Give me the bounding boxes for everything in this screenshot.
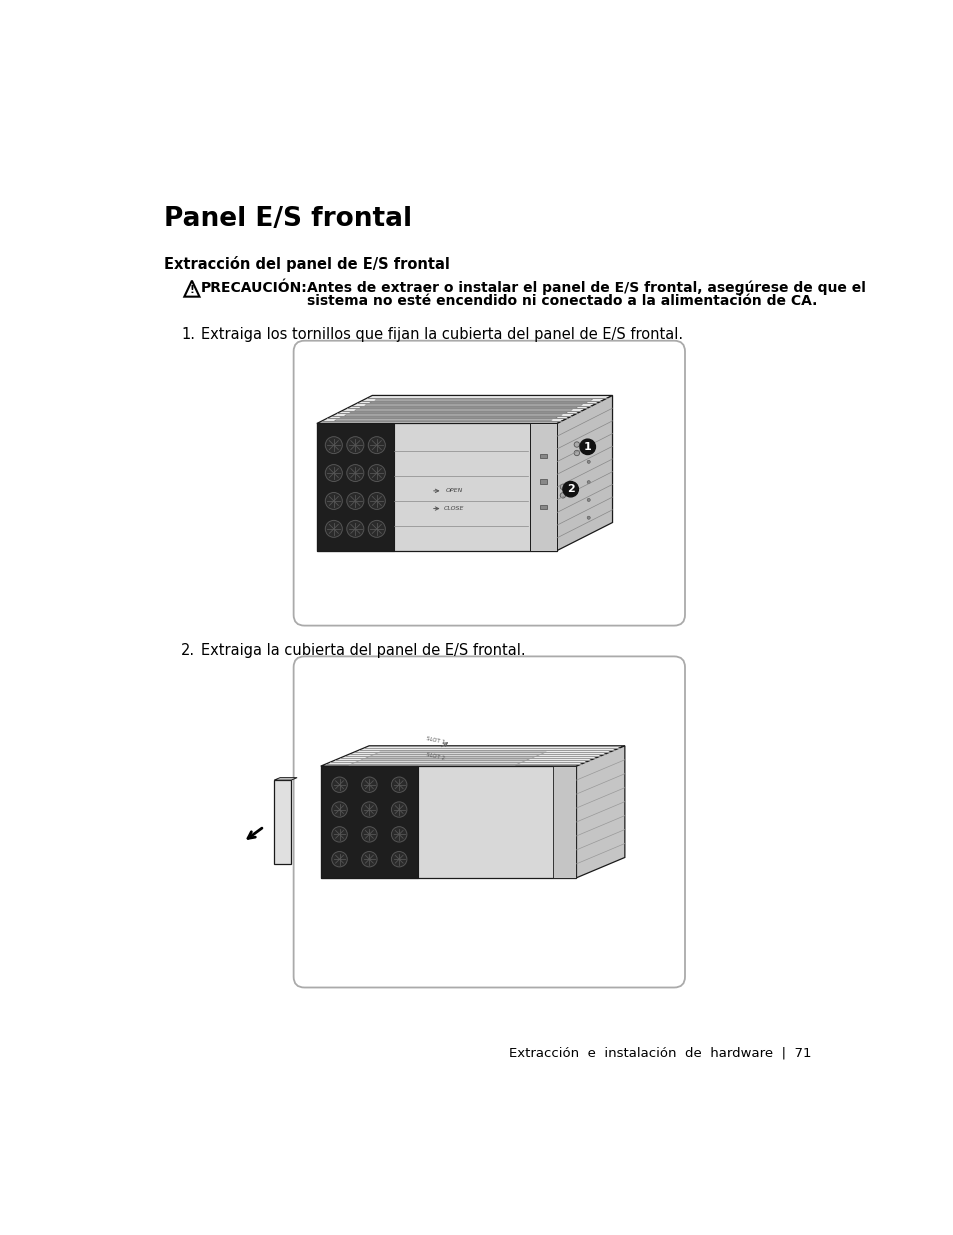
Polygon shape — [365, 752, 546, 758]
Circle shape — [574, 442, 579, 447]
Circle shape — [325, 464, 342, 482]
Circle shape — [559, 484, 565, 489]
Circle shape — [368, 437, 385, 453]
Text: Antes de extraer o instalar el panel de E/S frontal, asegúrese de que el: Antes de extraer o instalar el panel de … — [307, 280, 864, 295]
Bar — [539, 479, 547, 484]
Polygon shape — [349, 760, 529, 766]
Circle shape — [347, 493, 363, 509]
Text: Panel E/S frontal: Panel E/S frontal — [164, 206, 412, 232]
Polygon shape — [557, 395, 612, 551]
Circle shape — [391, 777, 407, 793]
Text: SLOT 2: SLOT 2 — [425, 752, 445, 761]
Circle shape — [559, 493, 565, 498]
Circle shape — [332, 777, 347, 793]
Polygon shape — [274, 778, 296, 781]
Circle shape — [347, 437, 363, 453]
Text: 1.: 1. — [181, 327, 195, 342]
Text: Extracción del panel de E/S frontal: Extracción del panel de E/S frontal — [164, 256, 450, 272]
Text: 1: 1 — [583, 442, 591, 452]
Circle shape — [586, 442, 590, 446]
Circle shape — [562, 482, 578, 496]
Circle shape — [347, 520, 363, 537]
Circle shape — [361, 851, 376, 867]
Polygon shape — [530, 424, 557, 551]
Circle shape — [586, 516, 590, 519]
Circle shape — [586, 499, 590, 501]
Text: !: ! — [190, 285, 194, 295]
FancyBboxPatch shape — [294, 656, 684, 988]
Circle shape — [361, 826, 376, 842]
Text: PRECAUCIÓN:: PRECAUCIÓN: — [200, 280, 307, 295]
Circle shape — [325, 520, 342, 537]
Polygon shape — [553, 766, 576, 878]
Text: Extraiga la cubierta del panel de E/S frontal.: Extraiga la cubierta del panel de E/S fr… — [201, 642, 525, 657]
Circle shape — [574, 451, 579, 456]
Polygon shape — [320, 766, 576, 878]
Circle shape — [368, 520, 385, 537]
Circle shape — [391, 851, 407, 867]
Circle shape — [586, 480, 590, 484]
Text: SLOT 1: SLOT 1 — [425, 736, 445, 746]
Circle shape — [368, 464, 385, 482]
Polygon shape — [316, 424, 394, 551]
Text: Extracción  e  instalación  de  hardware  |  71: Extracción e instalación de hardware | 7… — [508, 1046, 810, 1060]
Polygon shape — [320, 766, 417, 878]
Polygon shape — [316, 424, 557, 551]
Circle shape — [332, 826, 347, 842]
Circle shape — [579, 440, 595, 454]
Circle shape — [361, 802, 376, 818]
Circle shape — [586, 461, 590, 463]
Bar — [539, 505, 547, 509]
Circle shape — [368, 493, 385, 509]
Polygon shape — [576, 746, 624, 878]
Polygon shape — [316, 395, 612, 424]
Circle shape — [347, 464, 363, 482]
Text: Extraiga los tornillos que fijan la cubierta del panel de E/S frontal.: Extraiga los tornillos que fijan la cubi… — [201, 327, 682, 342]
Text: sistema no esté encendido ni conectado a la alimentación de CA.: sistema no esté encendido ni conectado a… — [307, 294, 817, 308]
Polygon shape — [320, 746, 624, 766]
Circle shape — [325, 437, 342, 453]
FancyBboxPatch shape — [294, 341, 684, 626]
Text: 2: 2 — [566, 484, 574, 494]
Text: OPEN: OPEN — [445, 488, 462, 493]
Circle shape — [391, 802, 407, 818]
Circle shape — [332, 851, 347, 867]
Circle shape — [332, 802, 347, 818]
Circle shape — [325, 493, 342, 509]
Circle shape — [391, 826, 407, 842]
Polygon shape — [274, 781, 291, 863]
Text: 2.: 2. — [181, 642, 195, 657]
Circle shape — [361, 777, 376, 793]
Bar — [539, 453, 547, 458]
Text: CLOSE: CLOSE — [443, 506, 464, 511]
